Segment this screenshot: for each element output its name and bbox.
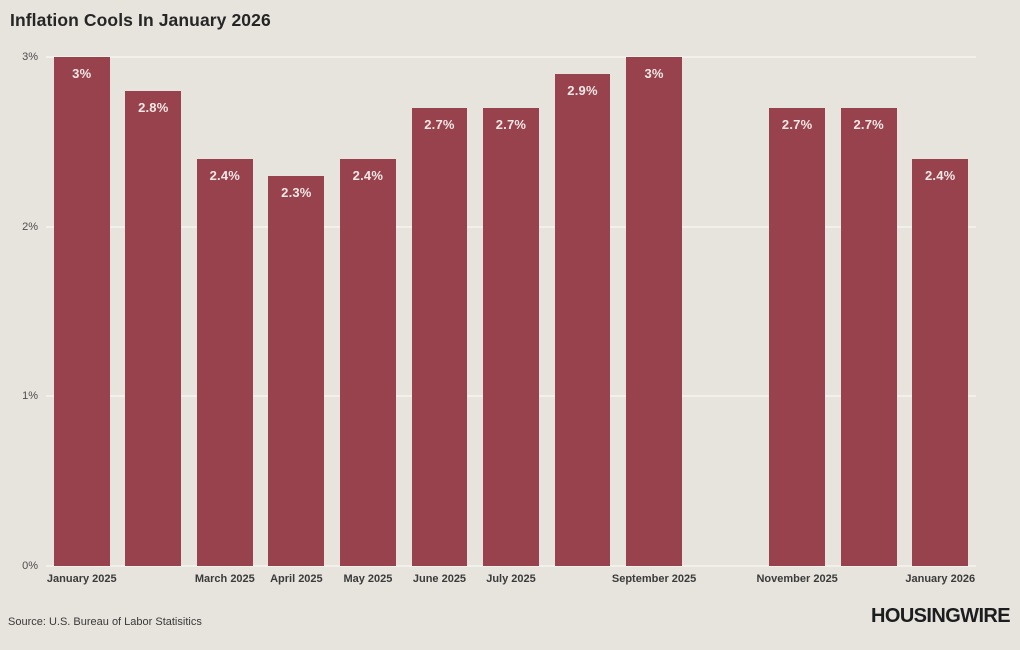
bar-value-label: 2.4% bbox=[924, 167, 956, 183]
x-tick-label: April 2025 bbox=[270, 573, 323, 585]
bar: 2.7% bbox=[411, 107, 468, 566]
bar: 2.3% bbox=[268, 175, 325, 566]
bar-column-january-2026: 2.4% January 2026 bbox=[904, 57, 976, 585]
bar-value-label: 2.7% bbox=[424, 116, 455, 132]
source-note: Source: U.S. Bureau of Labor Statisitics bbox=[8, 616, 202, 628]
bar-value-label: 2.4% bbox=[352, 167, 384, 183]
bar-column-march-2025: 2.4% March 2025 bbox=[189, 57, 261, 585]
bar: 3% bbox=[626, 57, 682, 566]
chart-title: Inflation Cools In January 2026 bbox=[10, 10, 271, 30]
bar-value-label: 2.7% bbox=[781, 116, 813, 132]
bar: 2.7% bbox=[483, 107, 539, 566]
bar-column-may-2025: 2.4% May 2025 bbox=[332, 57, 404, 585]
bar: 3% bbox=[53, 57, 110, 566]
bar-column-january-2025: 3% January 2025 bbox=[46, 57, 118, 585]
gridline-3% bbox=[46, 56, 976, 58]
x-tick-label: November 2025 bbox=[756, 573, 838, 585]
x-tick-label: March 2025 bbox=[194, 573, 255, 585]
bar-value-label: 2.3% bbox=[281, 184, 312, 200]
y-tick-label: 0% bbox=[22, 560, 38, 572]
gridline-0% bbox=[46, 565, 976, 567]
bar-value-label: 3% bbox=[72, 66, 92, 81]
x-tick-label: May 2025 bbox=[343, 573, 393, 585]
bar-column-october-2025 bbox=[690, 57, 762, 566]
y-tick-label: 3% bbox=[22, 51, 38, 63]
x-tick-label: January 2025 bbox=[46, 573, 117, 585]
bar-value-label: 2.4% bbox=[209, 167, 241, 183]
y-tick-label: 2% bbox=[22, 220, 38, 233]
x-tick-label: June 2025 bbox=[412, 573, 467, 585]
bar-value-label: 2.7% bbox=[853, 116, 884, 132]
bar-column-november-2025: 2.7% November 2025 bbox=[756, 57, 838, 585]
x-tick-label: January 2026 bbox=[905, 573, 976, 585]
bar: 2.8% bbox=[125, 90, 182, 566]
y-tick-label: 1% bbox=[22, 390, 38, 403]
bar: 2.9% bbox=[554, 73, 611, 566]
plot-area: 0% 1% 2% 3% 3% January 2025 2.8% 2.4% March 202… bbox=[22, 51, 976, 585]
x-tick-label: July 2025 bbox=[486, 573, 536, 585]
bar-column-december-2025: 2.7% bbox=[833, 57, 905, 566]
bar-value-label: 2.9% bbox=[567, 82, 598, 98]
bar-column-april-2025: 2.3% April 2025 bbox=[261, 57, 333, 585]
bar-value-label: 2.8% bbox=[138, 99, 169, 115]
bar: 2.4% bbox=[196, 158, 253, 566]
bar-column-february-2025: 2.8% bbox=[118, 57, 190, 566]
bar-value-label: 3% bbox=[644, 66, 664, 81]
bar: 2.7% bbox=[769, 107, 826, 566]
bar-column-august-2025: 2.9% bbox=[547, 57, 619, 566]
housingwire-logo: HOUSINGWIRE bbox=[871, 605, 1011, 627]
x-tick-label: September 2025 bbox=[611, 573, 697, 585]
bar: 2.4% bbox=[340, 158, 396, 566]
bar-column-september-2025: 3% September 2025 bbox=[612, 57, 696, 585]
bar-value-label: 2.7% bbox=[495, 116, 527, 132]
bar-column-june-2025: 2.7% June 2025 bbox=[404, 57, 476, 585]
bar-column-july-2025: 2.7% July 2025 bbox=[475, 57, 547, 585]
bar: 2.7% bbox=[840, 107, 897, 566]
bar: 2.4% bbox=[912, 158, 969, 566]
